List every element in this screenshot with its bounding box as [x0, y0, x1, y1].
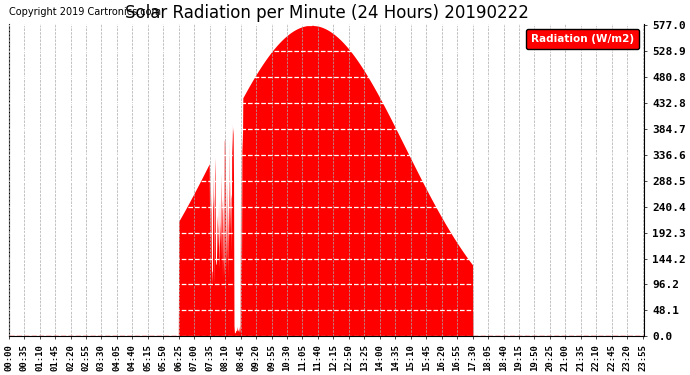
Text: Copyright 2019 Cartronics.com: Copyright 2019 Cartronics.com — [9, 8, 161, 18]
Legend: Radiation (W/m2): Radiation (W/m2) — [526, 29, 639, 50]
Title: Solar Radiation per Minute (24 Hours) 20190222: Solar Radiation per Minute (24 Hours) 20… — [125, 4, 529, 22]
